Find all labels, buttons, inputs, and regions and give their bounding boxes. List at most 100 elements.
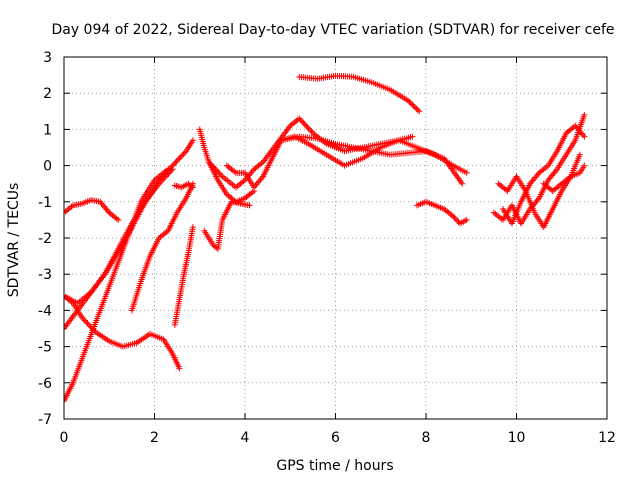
data-point bbox=[297, 116, 304, 123]
data-point bbox=[160, 176, 167, 183]
data-point bbox=[166, 169, 173, 176]
data-point bbox=[581, 133, 588, 140]
series-track-5 bbox=[64, 166, 176, 307]
x-tick-label: 4 bbox=[241, 430, 250, 446]
data-point bbox=[169, 166, 176, 173]
data-point bbox=[172, 159, 179, 166]
y-tick-label: 0 bbox=[43, 159, 52, 175]
data-point bbox=[407, 100, 414, 107]
data-point bbox=[64, 325, 67, 332]
data-point bbox=[404, 97, 411, 104]
data-point bbox=[303, 122, 310, 129]
y-tick-label: -1 bbox=[38, 195, 52, 211]
x-tick-label: 0 bbox=[60, 430, 69, 446]
data-point bbox=[576, 151, 583, 158]
y-tick-label: -2 bbox=[38, 231, 52, 247]
data-point bbox=[581, 111, 588, 118]
data-point bbox=[177, 153, 184, 160]
data-point bbox=[205, 158, 212, 165]
y-tick-label: 1 bbox=[43, 122, 52, 138]
data-point bbox=[406, 98, 413, 105]
data-point bbox=[84, 320, 91, 327]
x-tick-label: 6 bbox=[331, 430, 340, 446]
data-point bbox=[304, 124, 311, 131]
data-point bbox=[189, 184, 196, 191]
data-point bbox=[454, 217, 461, 224]
data-point bbox=[88, 324, 95, 331]
x-tick-label: 10 bbox=[508, 430, 526, 446]
data-point bbox=[89, 326, 96, 333]
y-tick-label: -6 bbox=[38, 376, 52, 392]
data-point bbox=[215, 169, 222, 176]
x-tick-label: 12 bbox=[598, 430, 616, 446]
data-point bbox=[168, 167, 175, 174]
data-point bbox=[416, 108, 423, 115]
data-point bbox=[409, 101, 416, 108]
data-point bbox=[301, 121, 308, 128]
data-point bbox=[162, 173, 169, 180]
y-tick-label: 3 bbox=[43, 50, 52, 66]
data-point bbox=[81, 317, 88, 324]
chart-title: Day 094 of 2022, Sidereal Day-to-day VTE… bbox=[51, 22, 614, 38]
data-point bbox=[211, 164, 218, 171]
series-track-6 bbox=[128, 180, 196, 314]
data-point bbox=[165, 170, 172, 177]
data-point bbox=[463, 169, 470, 176]
data-point bbox=[176, 155, 183, 162]
x-tick-label: 8 bbox=[422, 430, 431, 446]
y-tick-label: -4 bbox=[38, 303, 52, 319]
data-point bbox=[581, 162, 588, 169]
y-tick-label: -3 bbox=[38, 267, 52, 283]
data-point bbox=[209, 163, 216, 170]
data-point bbox=[157, 179, 164, 186]
data-point bbox=[176, 365, 183, 372]
series-track-15 bbox=[413, 198, 470, 227]
data-point bbox=[87, 323, 94, 330]
grid-lines bbox=[64, 57, 607, 419]
series-track-19 bbox=[540, 162, 588, 194]
series-track-16 bbox=[490, 111, 588, 227]
data-point bbox=[213, 167, 220, 174]
data-point bbox=[189, 224, 196, 231]
x-axis-label: GPS time / hours bbox=[276, 458, 393, 474]
data-point bbox=[296, 115, 303, 122]
series-track-12 bbox=[223, 133, 416, 191]
data-point bbox=[308, 128, 315, 135]
data-point bbox=[307, 127, 314, 134]
series-track-18 bbox=[499, 122, 588, 227]
data-point bbox=[305, 125, 312, 132]
data-point bbox=[246, 202, 253, 209]
data-point bbox=[79, 314, 86, 321]
data-point bbox=[452, 216, 459, 223]
data-point bbox=[463, 216, 470, 223]
data-point bbox=[180, 151, 187, 158]
data-point bbox=[410, 102, 417, 109]
data-point bbox=[409, 133, 416, 140]
data-point bbox=[170, 161, 177, 168]
data-point bbox=[216, 170, 223, 177]
series-track-10 bbox=[196, 126, 258, 205]
y-tick-label: 2 bbox=[43, 86, 52, 102]
data-point bbox=[189, 137, 196, 144]
data-point bbox=[156, 180, 163, 187]
data-points bbox=[64, 72, 588, 404]
data-point bbox=[83, 318, 90, 325]
data-point bbox=[218, 172, 225, 179]
data-point bbox=[208, 161, 215, 168]
data-point bbox=[459, 180, 466, 187]
data-point bbox=[85, 321, 92, 328]
data-point bbox=[413, 105, 420, 112]
data-point bbox=[115, 216, 122, 223]
data-point bbox=[414, 106, 421, 113]
series-track-13 bbox=[278, 133, 466, 187]
data-point bbox=[64, 397, 67, 404]
data-point bbox=[91, 327, 98, 334]
data-point bbox=[207, 160, 214, 167]
data-point bbox=[80, 316, 87, 323]
data-point bbox=[175, 156, 182, 163]
series-track-8 bbox=[171, 180, 196, 191]
data-point bbox=[164, 172, 171, 179]
series-track-14 bbox=[296, 72, 423, 115]
